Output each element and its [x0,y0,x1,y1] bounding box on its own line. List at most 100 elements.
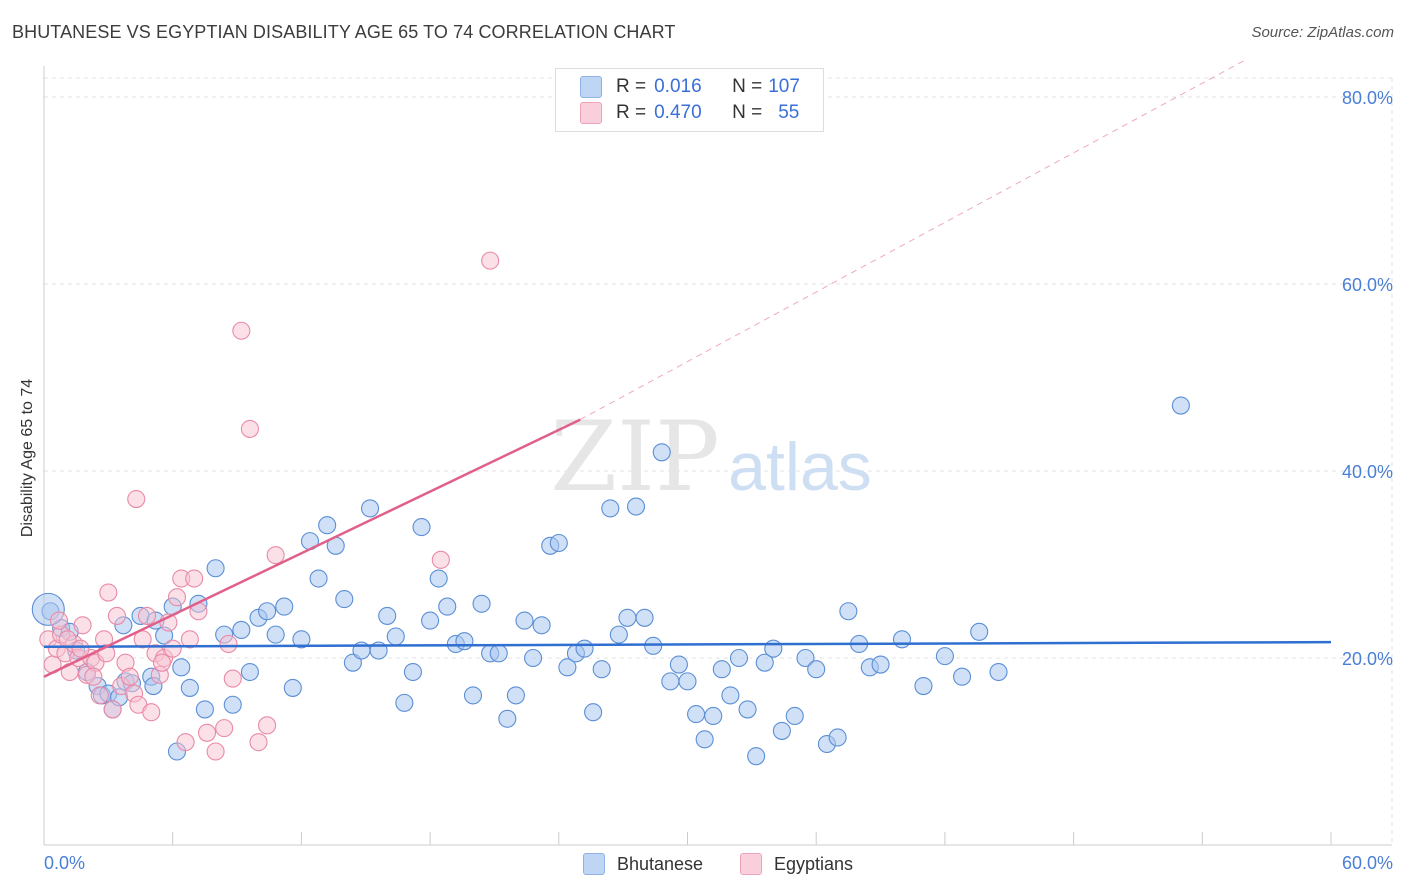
point-bhutanese [532,616,551,635]
point-bhutanese [489,644,508,663]
point-egyptians [133,630,152,649]
trend-lines [43,59,1332,678]
trend-egyptians-extension [580,59,1247,421]
point-egyptians [127,489,146,509]
point-bhutanese [609,625,628,644]
point-bhutanese [729,648,749,668]
point-bhutanese [807,660,826,679]
point-egyptians [185,569,204,588]
point-bhutanese [687,705,706,724]
point-egyptians [219,634,238,654]
point-bhutanese [970,622,989,641]
r-value: 0.470 [654,102,702,123]
point-bhutanese [378,606,397,625]
point-egyptians [223,669,242,688]
point-egyptians [232,321,251,340]
point-bhutanese [395,693,414,712]
r-label: R = [616,76,647,97]
legend-item-egyptians[interactable]: Egyptians [740,852,853,876]
point-bhutanese [618,608,637,627]
point-egyptians [103,700,122,719]
point-egyptians [137,606,157,625]
x-tick-label-min: 0.0% [44,853,85,873]
point-egyptians [84,667,103,686]
point-bhutanese [695,730,714,749]
chart-title: BHUTANESE VS EGYPTIAN DISABILITY AGE 65 … [12,22,676,42]
point-bhutanese [669,655,688,674]
point-bhutanese [892,630,912,649]
point-bhutanese [524,648,543,668]
point-bhutanese [721,686,740,705]
r-label: R = [616,102,647,123]
point-bhutanese [360,499,380,518]
bhutanese-swatch [583,853,605,875]
point-egyptians [206,742,225,761]
point-bhutanese [506,686,525,705]
point-bhutanese [575,639,594,658]
point-bhutanese [275,597,294,616]
point-egyptians [176,733,195,752]
y-axis-label: Disability Age 65 to 74 [19,378,36,538]
point-bhutanese [386,627,405,646]
point-egyptians [163,639,182,658]
point-bhutanese [601,499,620,518]
point-bhutanese [232,620,251,640]
point-bhutanese [266,625,285,644]
point-bhutanese [412,518,431,537]
point-egyptians [431,550,450,569]
point-bhutanese [644,636,663,655]
watermark: ZIP atlas [550,401,871,513]
legend-row-egyptians: R = 0.470 N = 55 [580,101,799,125]
point-bhutanese [592,660,611,679]
point-egyptians [197,723,217,742]
point-bhutanese [309,569,328,588]
point-bhutanese [558,658,577,677]
legend-item-bhutanese[interactable]: Bhutanese [583,852,703,876]
point-bhutanese [195,700,214,719]
point-bhutanese [223,695,242,714]
point-bhutanese [335,590,354,609]
point-bhutanese [292,630,311,649]
y-tick-label: 80.0% [1342,88,1393,108]
legend-label: Bhutanese [617,853,704,874]
point-bhutanese [180,678,199,697]
point-bhutanese [764,639,783,658]
tick-labels: 20.0% 40.0% 60.0% 80.0% 0.0% 60.0% [44,88,1393,873]
point-bhutanese [626,497,646,516]
point-bhutanese [515,611,534,630]
trend-bhutanese [43,640,1332,649]
y-tick-label: 60.0% [1342,275,1393,295]
trend-egyptians [43,418,581,678]
x-tick-label-max: 60.0% [1342,853,1393,873]
point-bhutanese [403,662,422,682]
watermark-atlas: atlas [728,429,872,505]
point-bhutanese [318,516,337,535]
point-bhutanese [785,706,804,726]
point-egyptians [240,419,259,438]
point-bhutanese [652,443,671,462]
point-egyptians [481,251,500,270]
point-egyptians [71,639,90,658]
point-egyptians [120,667,139,686]
point-bhutanese [772,721,791,740]
egyptians-swatch [580,102,602,124]
point-bhutanese [455,632,474,651]
point-egyptians [249,733,268,752]
egyptians-swatch [740,853,762,875]
axes [43,66,1392,846]
point-bhutanese [704,706,723,726]
watermark-zip: ZIP [550,401,719,513]
correlation-legend: R = 0.016 N = 107 R = 0.470 N = 55 [555,68,824,132]
series-egyptians [39,251,500,761]
point-egyptians [266,546,285,565]
n-label: N = [732,76,763,97]
point-bhutanese [635,608,654,627]
point-bhutanese [989,662,1008,682]
point-egyptians [142,703,161,722]
point-bhutanese [747,747,766,766]
n-value: 55 [778,102,800,123]
point-egyptians [49,611,69,630]
point-bhutanese [871,655,890,674]
y-tick-label: 20.0% [1342,649,1393,669]
